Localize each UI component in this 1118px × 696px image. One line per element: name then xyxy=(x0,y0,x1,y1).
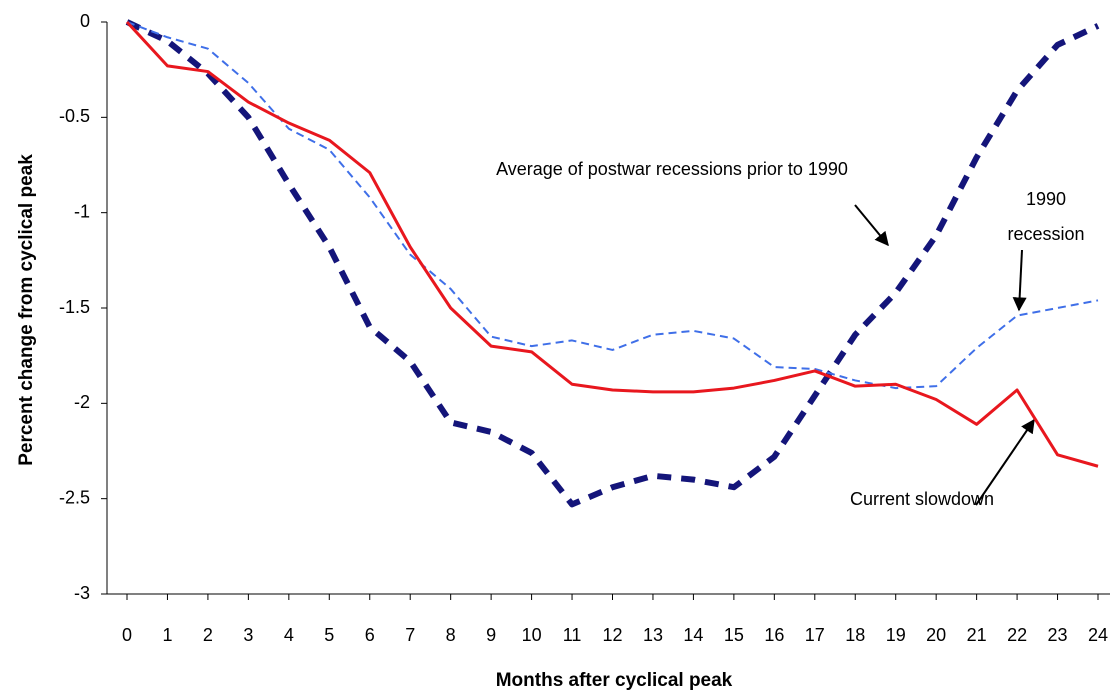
y-axis-title: Percent change from cyclical peak xyxy=(16,154,37,466)
x-tick-label: 22 xyxy=(1007,625,1027,645)
x-tick-label: 11 xyxy=(563,625,582,645)
annotation: 1990 xyxy=(1026,189,1066,209)
x-tick-label: 17 xyxy=(805,625,825,645)
x-tick-label: 1 xyxy=(162,625,172,645)
x-tick-label: 14 xyxy=(683,625,703,645)
x-tick-label: 24 xyxy=(1088,625,1108,645)
y-tick-label: -2.5 xyxy=(59,487,90,507)
annotation-arrow xyxy=(1012,249,1027,312)
x-tick-label: 23 xyxy=(1048,625,1068,645)
x-tick-label: 2 xyxy=(203,625,213,645)
x-tick-label: 16 xyxy=(764,625,784,645)
x-tick-label: 3 xyxy=(243,625,253,645)
x-tick-label: 6 xyxy=(365,625,375,645)
x-tick-label: 15 xyxy=(724,625,744,645)
series-line xyxy=(125,19,1100,508)
series-line xyxy=(125,20,1099,468)
x-tick-label: 4 xyxy=(284,625,294,645)
x-tick-label: 0 xyxy=(122,625,132,645)
x-tick-label: 19 xyxy=(886,625,906,645)
annotation-arrow xyxy=(975,418,1035,506)
y-tick-label: 0 xyxy=(80,11,90,31)
x-tick-label: 9 xyxy=(486,625,496,645)
x-tick-label: 18 xyxy=(845,625,865,645)
series-line xyxy=(126,21,1099,390)
annotation: Average of postwar recessions prior to 1… xyxy=(496,159,848,179)
y-tick-label: -2 xyxy=(74,392,90,412)
x-tick-label: 12 xyxy=(602,625,622,645)
annotation: recession xyxy=(1007,224,1084,244)
y-tick-label: -1.5 xyxy=(59,297,90,317)
y-tick-label: -1 xyxy=(74,201,90,221)
x-tick-label: 8 xyxy=(446,625,456,645)
annotation-arrow xyxy=(854,204,889,247)
x-tick-label: 20 xyxy=(926,625,946,645)
y-tick-label: -3 xyxy=(74,583,90,603)
y-tick-label: -0.5 xyxy=(59,106,90,126)
x-tick-label: 7 xyxy=(405,625,415,645)
annotation: Current slowdown xyxy=(850,489,994,509)
x-tick-label: 13 xyxy=(643,625,663,645)
x-axis-title: Months after cyclical peak xyxy=(496,670,733,691)
x-tick-label: 10 xyxy=(522,625,542,645)
x-tick-label: 5 xyxy=(324,625,334,645)
x-tick-label: 21 xyxy=(967,625,987,645)
